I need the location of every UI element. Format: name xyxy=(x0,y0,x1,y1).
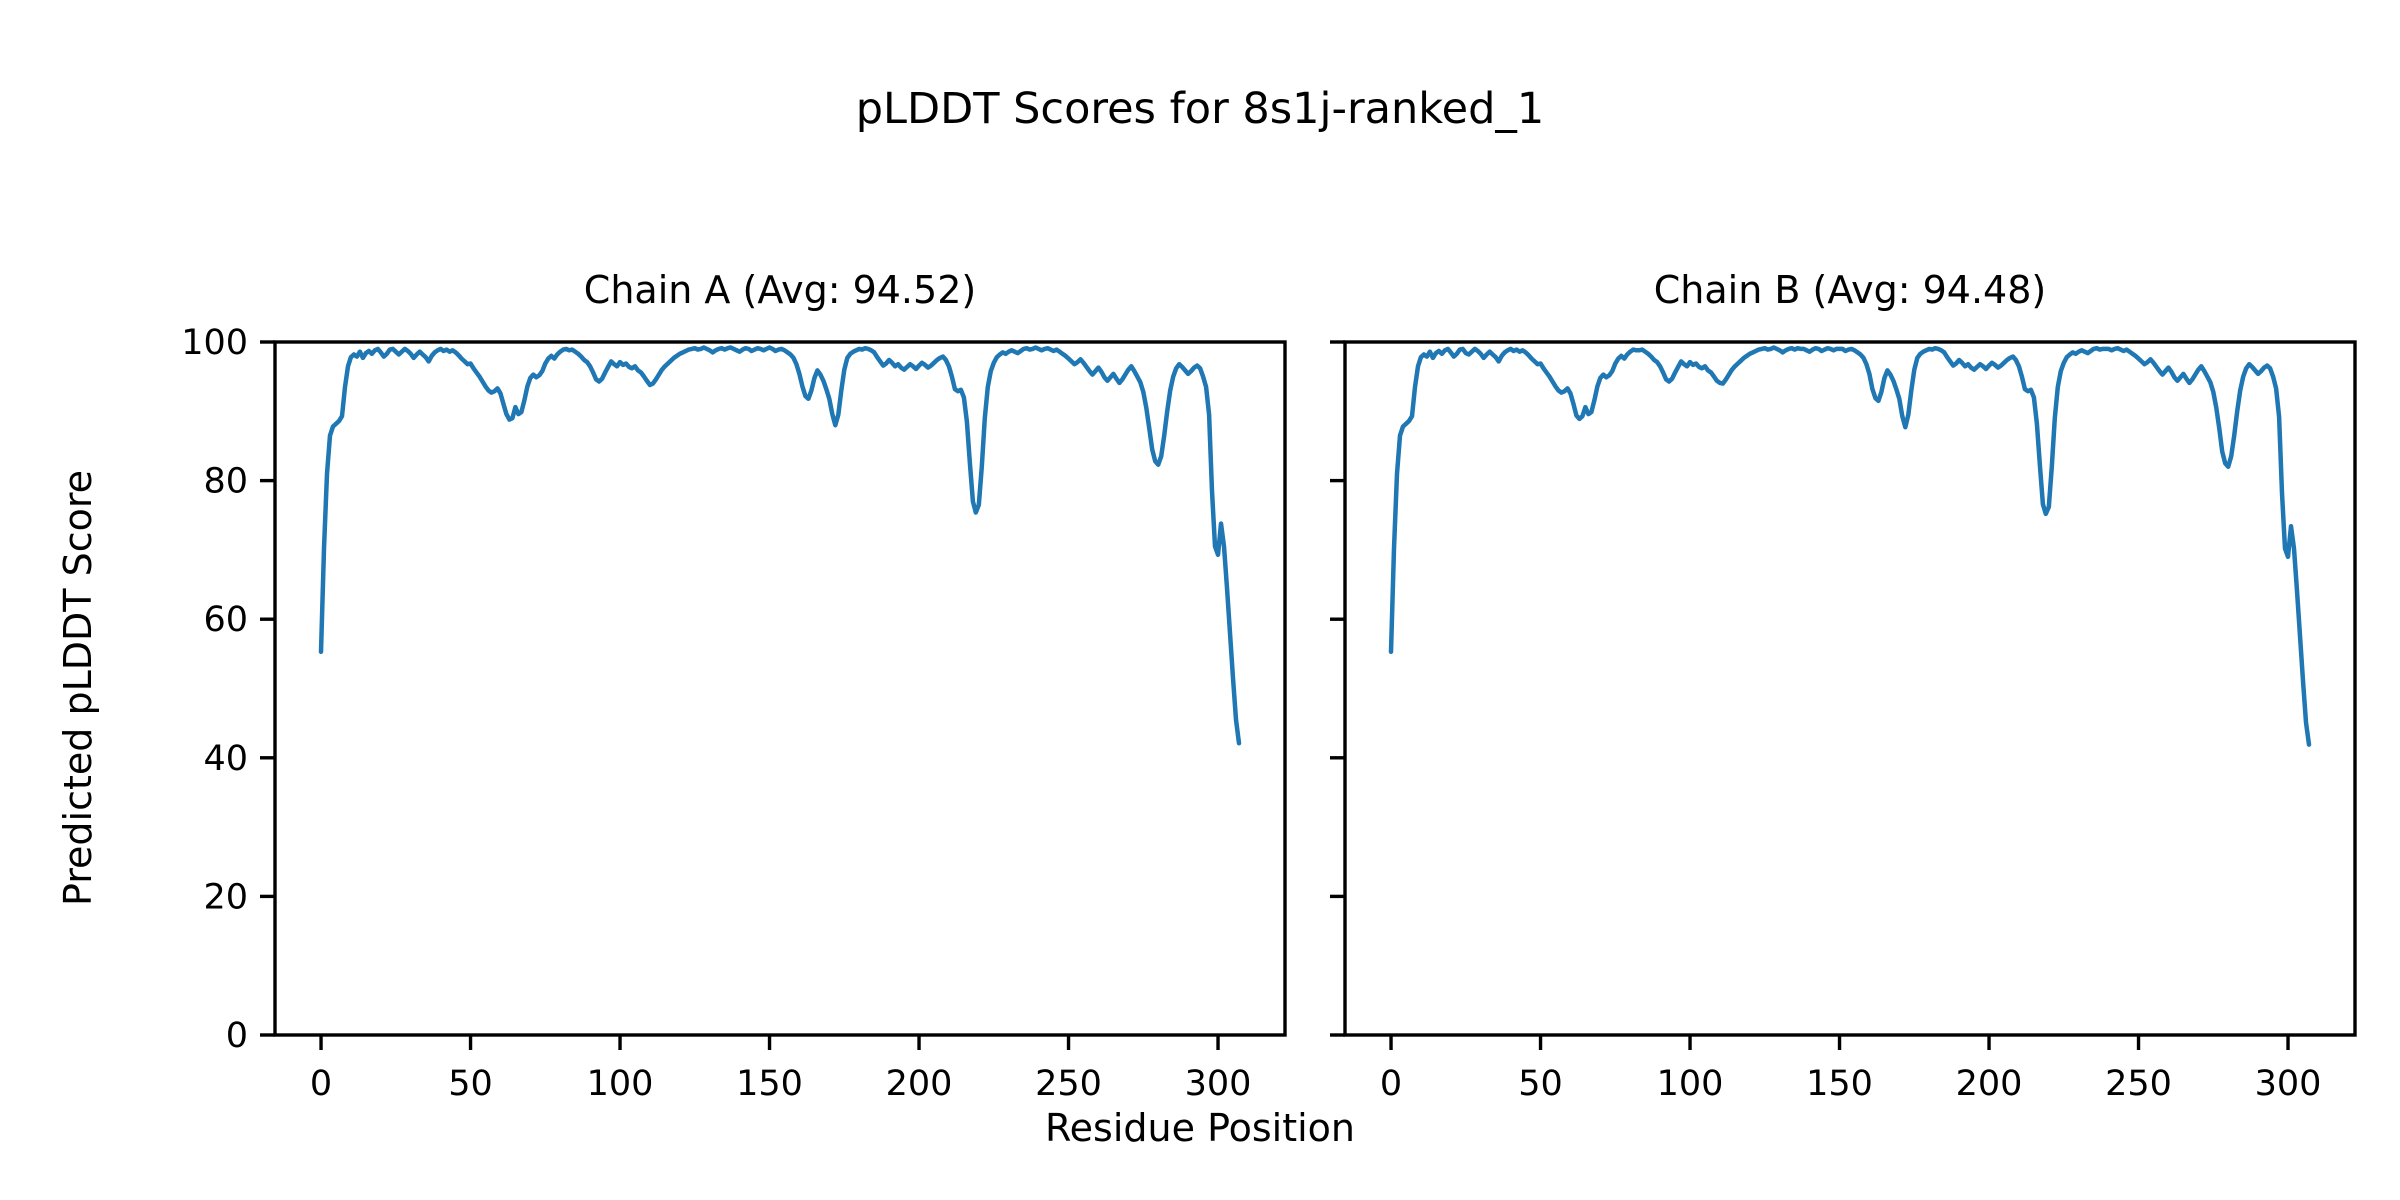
x-tick-label: 300 xyxy=(2255,1064,2322,1104)
x-tick-label: 250 xyxy=(1035,1064,1102,1104)
x-tick-label: 200 xyxy=(886,1064,953,1104)
x-tick-label: 300 xyxy=(1185,1064,1252,1104)
chain-b-title: Chain B (Avg: 94.48) xyxy=(1653,268,2047,312)
x-tick-label: 250 xyxy=(2105,1064,2172,1104)
x-tick-label: 50 xyxy=(1518,1064,1563,1104)
axes-spines xyxy=(1343,340,2357,1037)
axes-spines xyxy=(273,340,1287,1037)
x-tick-label: 0 xyxy=(310,1064,332,1104)
y-tick-label: 80 xyxy=(203,462,248,502)
chain-a-plot: 0 50 100 150 200 250 300 0 20 40 60 80 100 xyxy=(181,323,1287,1104)
chain-a-title: Chain A (Avg: 94.52) xyxy=(583,268,977,312)
x-tick-label: 150 xyxy=(736,1064,803,1104)
x-tick-label: 150 xyxy=(1806,1064,1873,1104)
x-tick-label: 0 xyxy=(1380,1064,1402,1104)
y-tick-label: 20 xyxy=(203,877,248,917)
x-tick-label: 50 xyxy=(448,1064,493,1104)
plddt-line xyxy=(1388,345,2312,747)
y-tick-label: 0 xyxy=(226,1016,248,1056)
chain-b-plot: 0 50 100 150 200 250 300 xyxy=(1330,340,2357,1104)
x-axis-label: Residue Position xyxy=(1044,1106,1356,1150)
y-axis-label: Predicted pLDDT Score xyxy=(56,470,100,906)
x-tick-label: 200 xyxy=(1956,1064,2023,1104)
y-tick-label: 60 xyxy=(203,600,248,640)
x-tick-label: 100 xyxy=(1657,1064,1724,1104)
figure-title: pLDDT Scores for 8s1j-ranked_1 xyxy=(855,84,1545,134)
x-tick-label: 100 xyxy=(587,1064,654,1104)
y-tick-label: 40 xyxy=(203,739,248,779)
plddt-line xyxy=(318,345,1242,746)
y-tick-label: 100 xyxy=(181,323,248,363)
